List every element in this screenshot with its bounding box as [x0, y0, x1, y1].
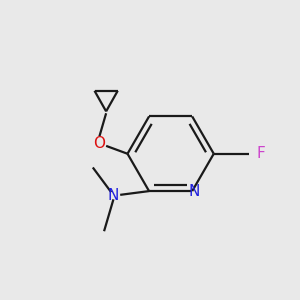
Text: O: O [93, 136, 105, 151]
Text: N: N [188, 184, 200, 199]
Text: F: F [257, 146, 266, 161]
Text: N: N [108, 188, 119, 203]
